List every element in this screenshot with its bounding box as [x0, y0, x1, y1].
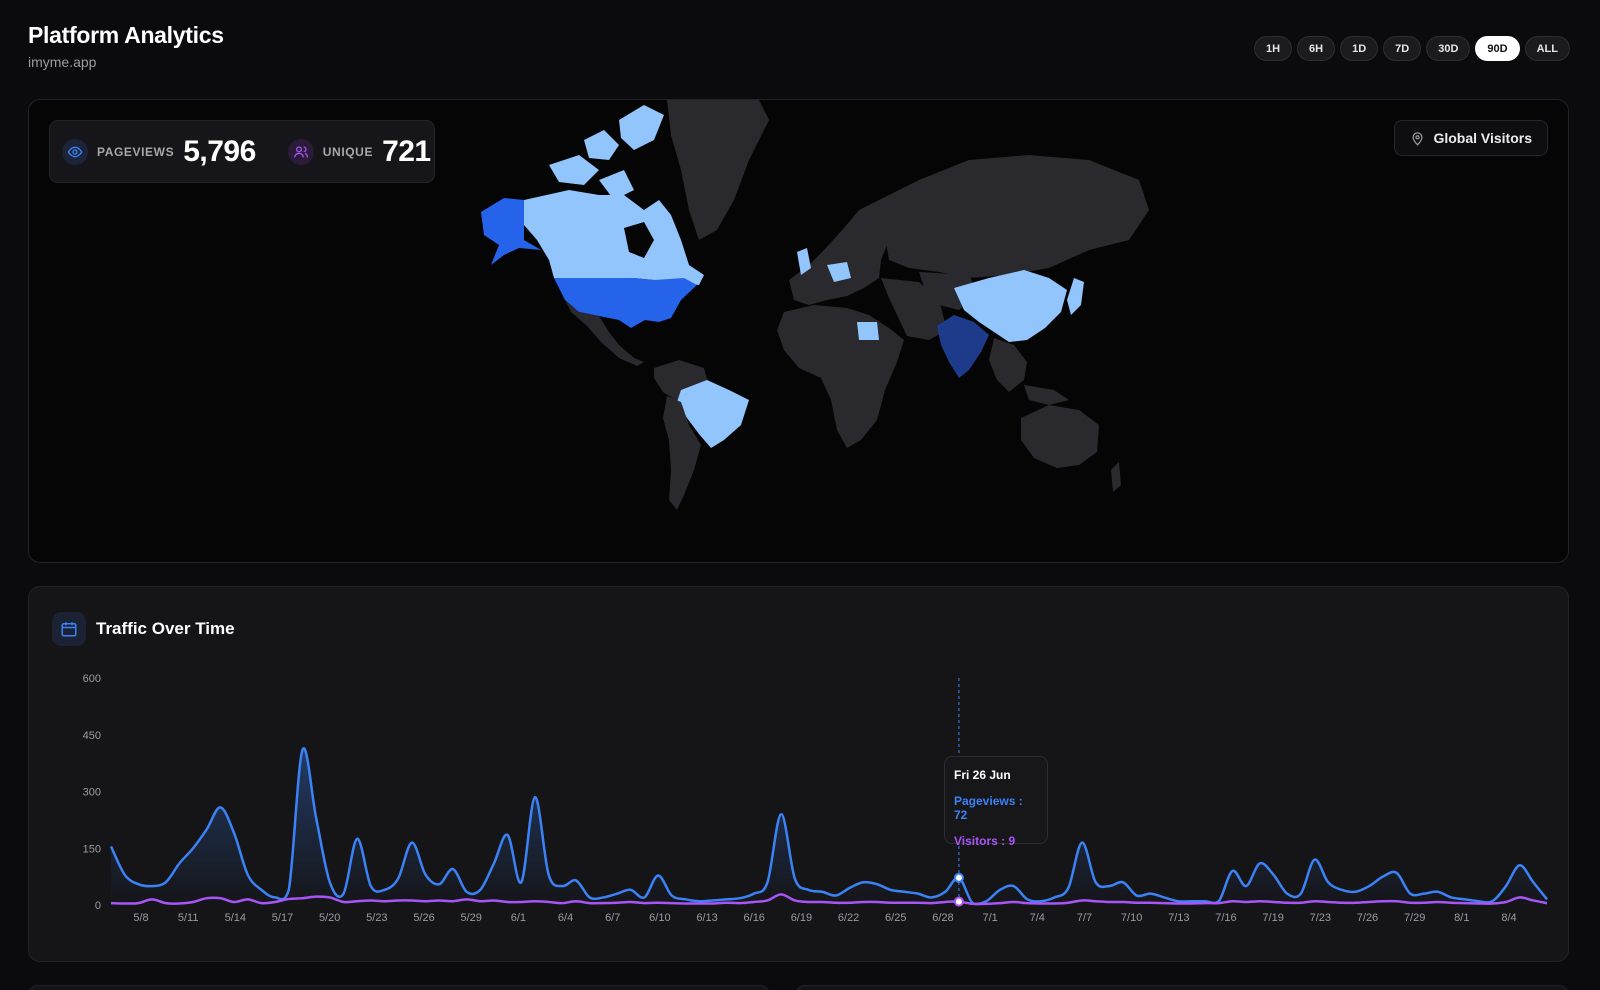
map-region-china [954, 270, 1067, 342]
chart-tooltip: Fri 26 Jun Pageviews : 72 Visitors : 9 [944, 756, 1048, 848]
x-tick-label: 7/16 [1215, 912, 1236, 924]
map-region-europe [789, 200, 894, 305]
users-icon [287, 138, 314, 165]
x-tick-label: 6/25 [885, 912, 906, 924]
unique-stat: UNIQUE 721 [287, 134, 431, 169]
map-pin-icon [1412, 131, 1423, 146]
x-tick-label: 7/7 [1077, 912, 1092, 924]
traffic-card-title: Traffic Over Time [96, 619, 235, 638]
map-region-india [937, 315, 989, 378]
x-tick-label: 7/10 [1121, 912, 1142, 924]
x-tick-label: 7/1 [982, 912, 997, 924]
y-tick-label: 300 [83, 787, 101, 799]
map-region-south-america-south [663, 396, 701, 510]
pageviews-area [111, 748, 1547, 905]
x-tick-label: 7/29 [1404, 912, 1425, 924]
x-tick-label: 5/14 [225, 912, 246, 924]
tooltip-visitors: Visitors : 9 [954, 834, 1016, 848]
page-title: Platform Analytics [28, 22, 224, 48]
x-tick-label: 7/26 [1357, 912, 1378, 924]
unique-label: UNIQUE [322, 144, 374, 159]
bottom-card-right [795, 985, 1569, 990]
pageviews-stat: PAGEVIEWS 5,796 [62, 135, 256, 169]
pageviews-hover-point [953, 872, 964, 883]
tooltip-pageviews: Pageviews : 72 [954, 794, 1023, 822]
x-tick-label: 6/13 [696, 912, 717, 924]
y-tick-label: 150 [83, 843, 101, 855]
pageviews-value: 5,796 [183, 134, 256, 168]
x-tick-label: 6/10 [649, 912, 670, 924]
site-domain: imyme.app [28, 54, 97, 70]
x-tick-label: 5/8 [133, 912, 148, 924]
x-tick-label: 5/20 [319, 912, 340, 924]
traffic-chart[interactable]: 0 150 300 450 600 5/8 5/11 5/14 5/17 5/20 5/23 5/2… [29, 587, 1570, 963]
map-region-canada [524, 190, 704, 285]
x-tick-label: 6/19 [791, 912, 812, 924]
map-region-australia [1021, 405, 1099, 468]
map-region-egypt [857, 322, 879, 340]
map-region-uk [797, 248, 811, 275]
map-region-russia [879, 155, 1149, 278]
x-tick-label: 6/7 [605, 912, 620, 924]
page-header: Platform Analytics imyme.app [28, 22, 224, 70]
map-region-japan [1067, 278, 1084, 315]
x-tick-label: 6/28 [932, 912, 953, 924]
tooltip-date: Fri 26 Jun [954, 768, 1011, 782]
range-7d-button[interactable]: 7D [1383, 36, 1422, 61]
range-30d-button[interactable]: 30D [1426, 36, 1471, 61]
global-visitors-label: Global Visitors [1433, 130, 1532, 146]
x-tick-label: 6/4 [558, 912, 573, 924]
world-map-card: PAGEVIEWS 5,796 UNIQUE 721 Global Visito… [28, 99, 1569, 563]
visitors-series-line [110, 893, 1548, 906]
x-tick-label: 7/4 [1030, 912, 1045, 924]
range-1h-button[interactable]: 1H [1253, 36, 1293, 61]
x-tick-label: 8/4 [1501, 912, 1516, 924]
bottom-card-left [28, 985, 770, 990]
range-6h-button[interactable]: 6H [1297, 36, 1336, 61]
range-1d-button[interactable]: 1D [1340, 36, 1379, 61]
calendar-icon [52, 612, 86, 646]
x-tick-label: 6/22 [838, 912, 859, 924]
visitors-hover-point [953, 896, 964, 907]
x-tick-label: 7/19 [1262, 912, 1283, 924]
x-tick-label: 8/1 [1454, 912, 1469, 924]
map-region-greenland [667, 100, 769, 240]
y-tick-label: 0 [95, 900, 101, 912]
visitor-stats-panel: PAGEVIEWS 5,796 UNIQUE 721 [49, 120, 435, 183]
unique-value: 721 [382, 134, 431, 168]
range-90d-button[interactable]: 90D [1475, 36, 1520, 61]
x-tick-label: 6/1 [511, 912, 526, 924]
x-tick-label: 5/29 [460, 912, 481, 924]
x-tick-label: 5/17 [272, 912, 293, 924]
time-range-selector: 1H 6H 1D 7D 30D 90D ALL [1253, 36, 1570, 61]
x-tick-label: 6/16 [744, 912, 765, 924]
x-tick-label: 7/13 [1168, 912, 1189, 924]
map-region-usa [554, 278, 697, 328]
x-tick-label: 7/23 [1310, 912, 1331, 924]
map-region-brazil [677, 380, 749, 448]
range-all-button[interactable]: ALL [1524, 36, 1570, 61]
traffic-card-header: Traffic Over Time [52, 612, 235, 646]
world-map[interactable] [449, 100, 1169, 520]
map-region-alaska [481, 198, 541, 265]
map-region-mexico [565, 300, 644, 366]
map-region-southeast-asia [989, 338, 1069, 405]
x-tick-label: 5/26 [413, 912, 434, 924]
traffic-over-time-card: Traffic Over Time 0 150 300 450 600 5/8 5/11 5… [28, 586, 1569, 962]
map-region-canada-islands [549, 105, 664, 200]
pageviews-series-line [109, 747, 1548, 906]
map-region-africa [777, 305, 904, 448]
y-tick-label: 450 [83, 730, 101, 742]
pageviews-label: PAGEVIEWS [97, 144, 175, 159]
map-region-germany [827, 262, 851, 282]
y-tick-label: 600 [83, 673, 101, 685]
global-visitors-badge: Global Visitors [1394, 120, 1548, 156]
x-tick-label: 5/11 [178, 912, 199, 924]
x-tick-label: 5/23 [366, 912, 387, 924]
map-region-new-zealand [1111, 462, 1121, 492]
eye-icon [62, 138, 88, 165]
